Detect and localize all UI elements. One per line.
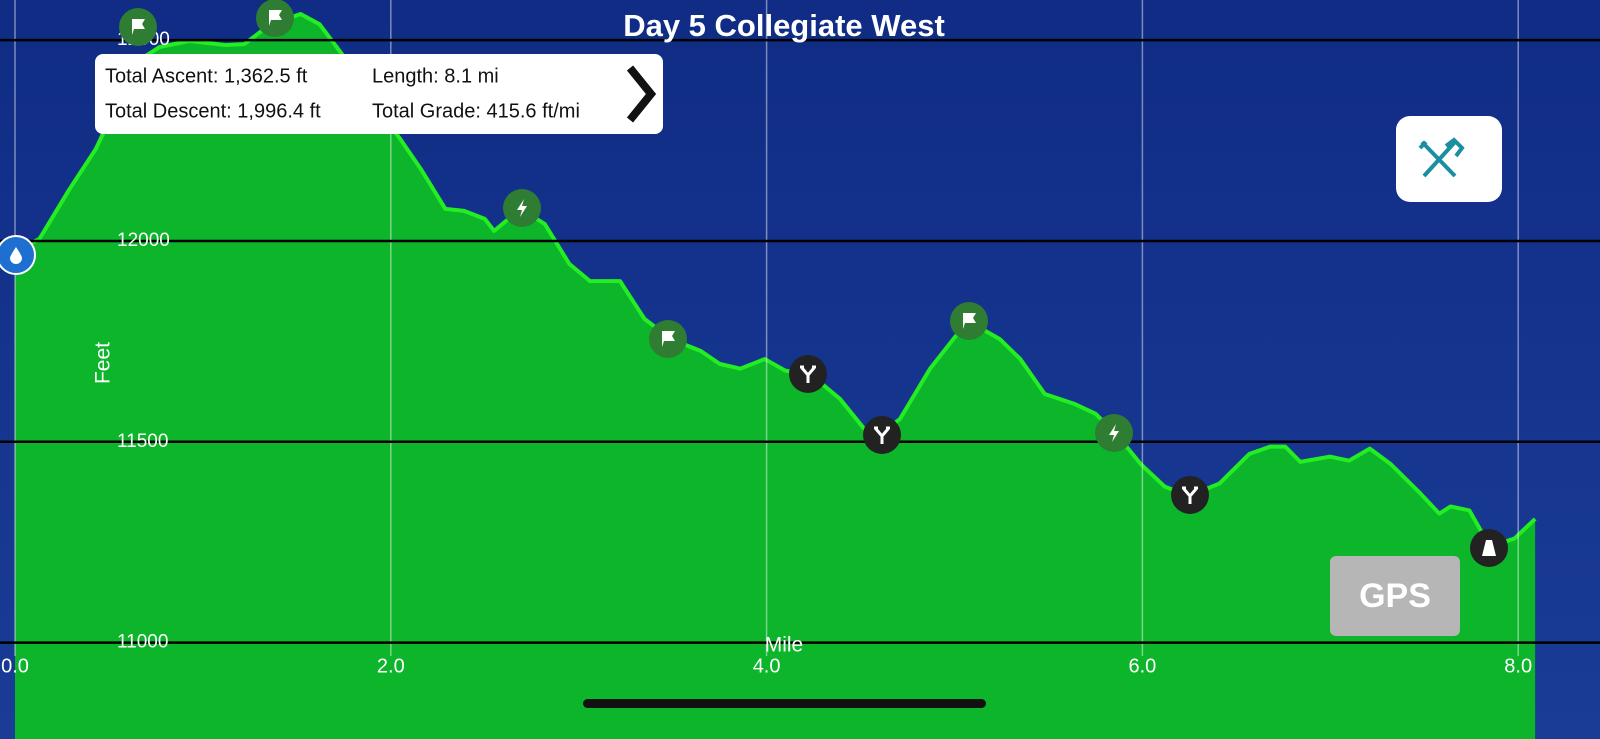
- x-axis-label: Mile: [765, 634, 804, 657]
- area-fill: [15, 14, 1536, 739]
- x-tick-label: 4.0: [753, 655, 781, 677]
- waypoint-icon: [132, 19, 145, 35]
- waypoint-icon: [662, 331, 675, 347]
- waypoints: [0, 0, 1508, 567]
- waypoint-icon: [1482, 540, 1496, 556]
- tools-icon: [1418, 137, 1465, 178]
- gps-label: GPS: [1359, 577, 1431, 615]
- tools-button[interactable]: [1396, 116, 1502, 202]
- waypoint-icon: [963, 313, 976, 329]
- y-tick-label: 11500: [117, 431, 168, 452]
- stat-descent: Total Descent: 1,996.4 ft: [105, 100, 321, 122]
- waypoint-icon: [874, 426, 890, 444]
- stats-box[interactable]: Total Ascent: 1,362.5 ft Length: 8.1 mi …: [95, 54, 663, 134]
- waypoint-icon: [1109, 424, 1119, 442]
- waypoint-icon: [269, 10, 282, 26]
- tools-button-bg: [1396, 116, 1502, 202]
- x-tick-label: 8.0: [1504, 655, 1532, 677]
- x-tick-label: 6.0: [1129, 655, 1157, 677]
- chart-title: Day 5 Collegiate West: [623, 8, 945, 43]
- chevron: [626, 65, 657, 123]
- waypoint-icon: [517, 199, 527, 217]
- stat-grade: Total Grade: 415.6 ft/mi: [372, 100, 580, 122]
- waypoint-icon: [1182, 486, 1198, 504]
- x-tick-label: 2.0: [377, 655, 405, 677]
- stats-box-bg: [95, 54, 663, 134]
- x-tick-label: 0.0: [1, 655, 29, 677]
- y-tick-label: 12000: [117, 230, 170, 251]
- stat-ascent: Total Ascent: 1,362.5 ft: [105, 65, 308, 87]
- gps-button[interactable]: GPS: [1330, 556, 1460, 636]
- y-tick-label: 11000: [117, 632, 168, 653]
- home-indicator: [583, 699, 986, 708]
- stat-length: Length: 8.1 mi: [372, 65, 499, 87]
- gps-button-bg: [1330, 556, 1460, 636]
- waypoint-icon: [10, 247, 22, 264]
- waypoint-icon: [800, 365, 816, 383]
- y-axis-label: Feet: [92, 342, 115, 384]
